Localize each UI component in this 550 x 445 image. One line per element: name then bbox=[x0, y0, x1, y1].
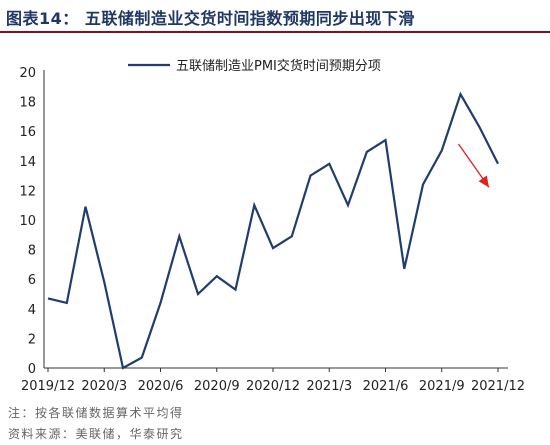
y-tick-label: 20 bbox=[19, 66, 36, 81]
x-tick-label: 2021/9 bbox=[419, 379, 465, 394]
x-tick-label: 2019/12 bbox=[21, 379, 75, 394]
x-tick-label: 2020/3 bbox=[81, 379, 127, 394]
y-tick-label: 14 bbox=[19, 155, 36, 170]
x-tick-label: 2020/9 bbox=[194, 379, 240, 394]
y-tick-label: 2 bbox=[28, 332, 36, 347]
x-tick-label: 2020/12 bbox=[246, 379, 300, 394]
y-tick-label: 18 bbox=[19, 96, 36, 111]
x-tick-label: 2021/3 bbox=[306, 379, 352, 394]
title-bar: 图表14： 五联储制造业交货时间指数预期同步出现下滑 bbox=[0, 0, 550, 33]
footnote-note: 注：按各联储数据算术平均得 bbox=[8, 406, 184, 420]
chart-title: 图表14： 五联储制造业交货时间指数预期同步出现下滑 bbox=[6, 9, 415, 28]
series-line bbox=[47, 91, 499, 370]
x-axis-labels: 2019/12 2020/3 2020/6 2020/9 2020/12 2021/3 20… bbox=[21, 368, 525, 394]
x-tick-label: 2020/6 bbox=[138, 379, 184, 394]
line-chart: 0 2 4 6 8 10 12 14 16 18 20 2019/12 2020/3 2020/6 202… bbox=[19, 58, 525, 394]
annotation-group bbox=[457, 143, 490, 188]
y-tick-label: 4 bbox=[28, 303, 36, 318]
y-tick-label: 0 bbox=[28, 362, 36, 377]
x-tick-label: 2021/6 bbox=[363, 379, 409, 394]
y-tick-label: 6 bbox=[28, 273, 36, 288]
annotation-arrow-head bbox=[478, 175, 489, 188]
axes bbox=[43, 70, 508, 369]
legend: 五联储制造业PMI交货时间预期分项 bbox=[128, 58, 381, 74]
y-tick-label: 10 bbox=[19, 214, 36, 229]
y-tick-label: 16 bbox=[19, 125, 36, 140]
x-tick-label: 2021/12 bbox=[471, 379, 525, 394]
y-axis-labels: 0 2 4 6 8 10 12 14 16 18 20 bbox=[19, 66, 36, 377]
y-tick-label: 12 bbox=[19, 184, 36, 199]
footnote-source: 资料来源：美联储，华泰研究 bbox=[8, 427, 184, 441]
series-group bbox=[47, 91, 499, 370]
legend-label: 五联储制造业PMI交货时间预期分项 bbox=[176, 58, 381, 74]
y-tick-label: 8 bbox=[28, 244, 36, 259]
